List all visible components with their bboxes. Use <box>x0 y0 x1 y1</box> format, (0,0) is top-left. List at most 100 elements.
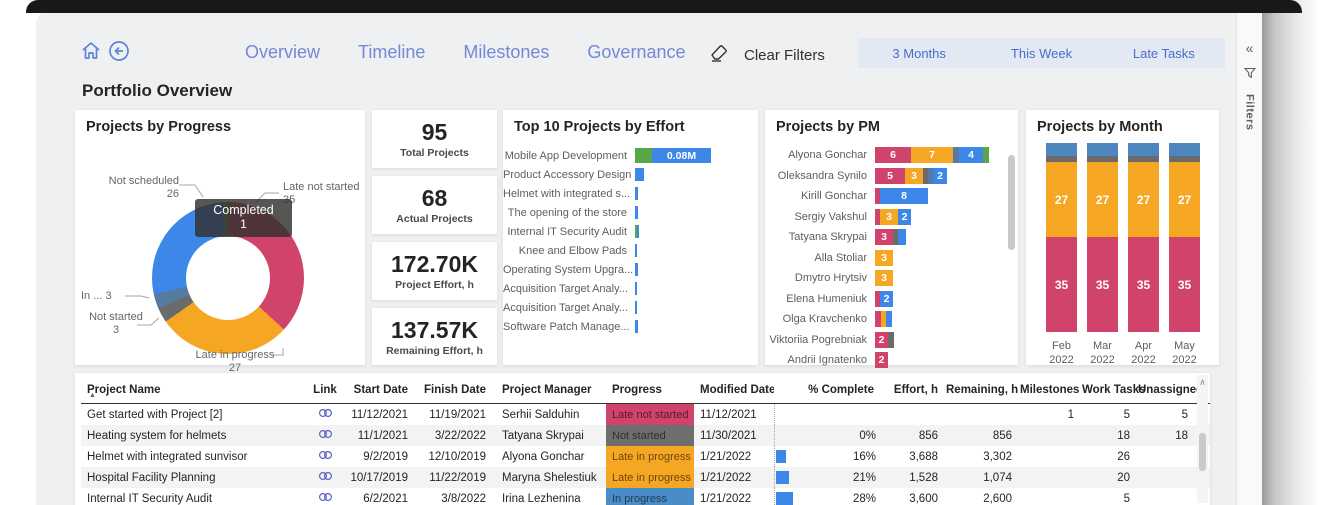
effort-bar-row: Helmet with integrated s... <box>503 184 758 203</box>
col-header-pct-complete[interactable]: % Complete <box>808 384 874 396</box>
pm-bar-row: Tatyana Skrypai 3 <box>765 227 1018 248</box>
filters-rail[interactable]: « Filters <box>1236 10 1262 505</box>
kpi-label: Project Effort, h <box>395 279 474 291</box>
table-row[interactable]: Heating system for helmets 11/1/2021 3/2… <box>81 425 1210 446</box>
progress-chip: Late in progress <box>606 446 694 467</box>
pm-stacked-bar[interactable]: 2 <box>875 290 893 307</box>
cell-start-date: 9/2/2019 <box>363 450 408 463</box>
effort-bar[interactable] <box>635 225 639 238</box>
col-header-remaining[interactable]: Remaining, h <box>946 384 1019 396</box>
pm-bar-row: Elena Humeniuk 2 <box>765 289 1018 310</box>
effort-bar[interactable] <box>635 301 637 314</box>
effort-bar[interactable]: 0.08M <box>635 148 711 163</box>
cell-start-date: 11/1/2021 <box>357 429 408 442</box>
back-icon[interactable] <box>108 40 130 67</box>
cell-unassigned: 5 <box>1181 408 1188 421</box>
table-row[interactable]: Internal IT Security Audit 6/2/2021 3/8/… <box>81 488 1210 505</box>
effort-bar[interactable] <box>635 282 637 295</box>
progress-chip: Not started <box>606 425 694 446</box>
clear-filters-label: Clear Filters <box>744 47 825 64</box>
cell-progress: Late not started <box>606 404 694 425</box>
pm-chart-title: Projects by PM <box>776 119 880 135</box>
nav-tab-milestones[interactable]: Milestones <box>463 42 550 62</box>
collapse-pane-icon[interactable]: « <box>1245 40 1254 56</box>
cell-finish-date: 11/22/2019 <box>429 471 486 484</box>
nav-tab-governance[interactable]: Governance <box>587 42 686 62</box>
effort-bar-row: Knee and Elbow Pads <box>503 241 758 260</box>
filters-pane-label[interactable]: Filters <box>1243 94 1256 131</box>
cell-pct-complete: 0% <box>774 425 882 446</box>
col-header-unassigned[interactable]: Unassigned <box>1138 384 1204 396</box>
pm-stacked-bar[interactable] <box>875 311 892 328</box>
link-icon[interactable] <box>306 450 344 463</box>
cell-work-tasks: 5 <box>1123 492 1130 505</box>
effort-bar[interactable] <box>635 263 638 276</box>
link-icon[interactable] <box>306 471 344 484</box>
cell-project-name: Internal IT Security Audit <box>87 492 213 505</box>
scroll-up-arrow[interactable]: ∧ <box>1199 377 1206 387</box>
col-header-start-date[interactable]: Start Date <box>353 384 408 396</box>
cell-remaining: 1,074 <box>983 471 1012 484</box>
pct-data-bar <box>776 450 786 463</box>
col-header-link[interactable]: Link <box>313 384 337 396</box>
projects-table-panel: Project Name ▲ Link Start Date Finish Da… <box>75 373 1210 505</box>
clear-filters-button[interactable]: Clear Filters <box>708 42 825 69</box>
cell-start-date: 10/17/2019 <box>350 471 408 484</box>
effort-bar[interactable] <box>635 320 638 333</box>
effort-bar[interactable] <box>635 244 637 257</box>
pm-stacked-bar[interactable]: 2 <box>875 331 894 348</box>
effort-bar[interactable] <box>635 187 638 200</box>
month-column[interactable]: 27 35 Feb 2022 <box>1046 143 1077 367</box>
pm-stacked-bar[interactable]: 3 <box>875 249 893 266</box>
col-header-effort[interactable]: Effort, h <box>893 384 938 396</box>
donut-label-in-progress: In ... 3 <box>81 290 112 302</box>
cell-modified-date: 11/30/2021 <box>700 429 757 442</box>
nav-tab-timeline[interactable]: Timeline <box>358 42 426 62</box>
nav-tab-overview[interactable]: Overview <box>245 42 321 62</box>
cell-progress: Not started <box>606 425 694 446</box>
page-title: Portfolio Overview <box>82 81 233 100</box>
effort-bar[interactable] <box>635 168 644 181</box>
month-column[interactable]: 27 35 May 2022 <box>1169 143 1200 367</box>
cell-modified-date: 1/21/2022 <box>700 450 752 463</box>
pm-chart-scrollbar[interactable] <box>1008 155 1015 250</box>
table-row[interactable]: Helmet with integrated sunvisor 9/2/2019… <box>81 446 1210 467</box>
month-axis-label: Mar 2022 <box>1090 340 1115 366</box>
col-header-project-name[interactable]: Project Name <box>87 384 161 396</box>
col-header-progress[interactable]: Progress <box>612 384 662 396</box>
scrollbar-thumb[interactable] <box>1199 433 1206 471</box>
month-column[interactable]: 27 35 Apr 2022 <box>1128 143 1159 367</box>
filter-funnel-icon[interactable] <box>1243 66 1256 84</box>
effort-bar-row: Internal IT Security Audit <box>503 222 758 241</box>
cell-modified-date: 1/21/2022 <box>700 492 752 505</box>
cell-modified-date: 1/21/2022 <box>700 471 752 484</box>
col-header-work-tasks[interactable]: Work Tasks <box>1082 384 1146 396</box>
col-header-modified-date[interactable]: Modified Date <box>700 384 774 396</box>
link-icon[interactable] <box>306 492 344 505</box>
quick-filter-this-week[interactable]: This Week <box>1010 45 1073 61</box>
col-header-project-manager[interactable]: Project Manager <box>502 384 592 396</box>
table-scrollbar[interactable]: ∧ <box>1197 375 1208 503</box>
cell-modified-date: 11/12/2021 <box>700 408 757 421</box>
effort-bar[interactable] <box>635 206 638 219</box>
pm-stacked-bar[interactable]: 3 <box>875 270 893 287</box>
pm-stacked-bar[interactable]: 8 <box>875 188 928 205</box>
quick-filter-late-tasks[interactable]: Late Tasks <box>1132 45 1195 61</box>
quick-filter-3-months[interactable]: 3 Months <box>892 45 946 61</box>
month-column[interactable]: 27 35 Mar 2022 <box>1087 143 1118 367</box>
pm-stacked-bar[interactable]: 3 <box>875 229 906 246</box>
col-header-milestones[interactable]: Milestones <box>1020 384 1080 396</box>
col-header-finish-date[interactable]: Finish Date <box>424 384 486 396</box>
home-icon[interactable] <box>80 40 102 67</box>
table-row[interactable]: Get started with Project [2] 11/12/2021 … <box>81 404 1210 425</box>
month-axis-label: Apr 2022 <box>1131 340 1156 366</box>
table-row[interactable]: Hospital Facility Planning 10/17/2019 11… <box>81 467 1210 488</box>
kpi-total-projects: 95 Total Projects <box>372 110 497 168</box>
pm-stacked-bar[interactable]: 2 <box>875 352 888 369</box>
link-icon[interactable] <box>306 408 344 421</box>
link-icon[interactable] <box>306 429 344 442</box>
